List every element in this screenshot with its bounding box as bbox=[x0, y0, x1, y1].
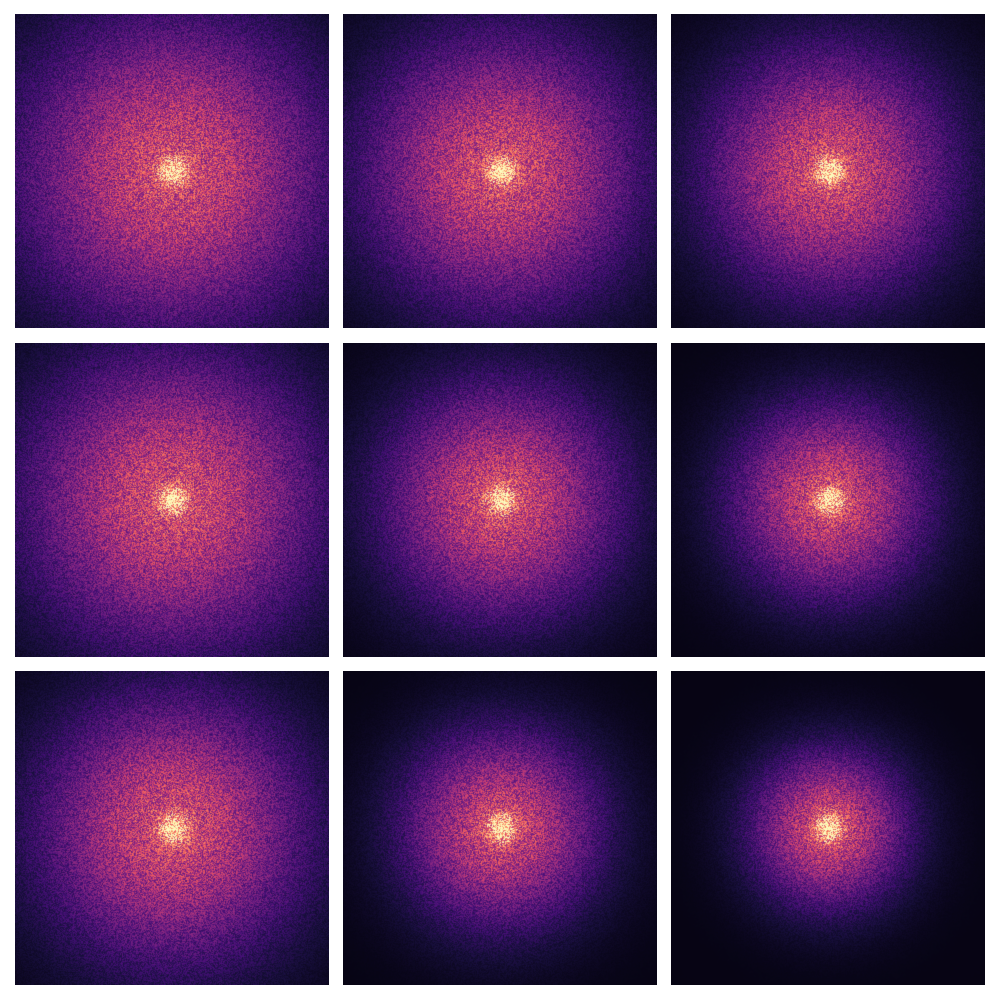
diffraction-panel-r1c3 bbox=[671, 14, 985, 328]
diffraction-image bbox=[15, 343, 329, 657]
diffraction-panel-r2c2 bbox=[343, 343, 657, 657]
diffraction-panel-r1c2 bbox=[343, 14, 657, 328]
diffraction-panel-r2c1 bbox=[15, 343, 329, 657]
diffraction-image bbox=[671, 671, 985, 985]
diffraction-panel-r2c3 bbox=[671, 343, 985, 657]
diffraction-image bbox=[671, 343, 985, 657]
diffraction-image bbox=[671, 14, 985, 328]
diffraction-panel-r3c3 bbox=[671, 671, 985, 985]
diffraction-image bbox=[343, 671, 657, 985]
diffraction-image bbox=[343, 14, 657, 328]
diffraction-panel-r3c1 bbox=[15, 671, 329, 985]
diffraction-panel-r3c2 bbox=[343, 671, 657, 985]
diffraction-panel-r1c1 bbox=[15, 14, 329, 328]
diffraction-image bbox=[15, 14, 329, 328]
diffraction-image bbox=[343, 343, 657, 657]
diffraction-image bbox=[15, 671, 329, 985]
